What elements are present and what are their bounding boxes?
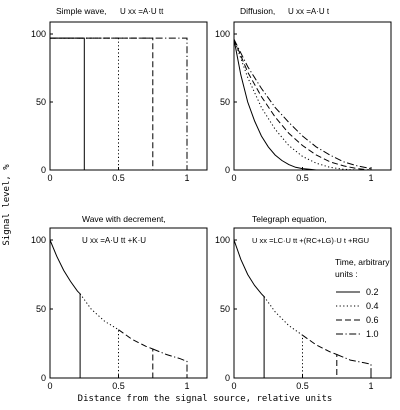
panel-4-frame: [233, 227, 392, 379]
y-tick-label: 50: [36, 97, 46, 107]
x-tick-label: 0.5: [296, 173, 309, 183]
panel-1-equation: U xx =A·U tt: [120, 7, 164, 16]
legend-label-0.4: 0.4: [366, 301, 379, 311]
y-tick-label: 0: [225, 373, 230, 383]
panel-3-title: Wave with decrement,: [82, 214, 166, 224]
panel-3-equation: U xx =A·U tt +K·U: [82, 236, 146, 245]
legend-label-1.0: 1.0: [366, 329, 379, 339]
series-line-0.2: [233, 39, 317, 171]
series-line-1.0: [233, 39, 372, 170]
x-tick-label: 1: [368, 173, 373, 183]
x-tick-label: 0.5: [112, 381, 125, 391]
legend-label-0.2: 0.2: [366, 287, 379, 297]
y-axis-label: Signal level, %: [2, 164, 12, 246]
series-line-0.2: [49, 239, 81, 378]
x-tick-label: 0: [47, 173, 52, 183]
series-line-0.4: [263, 296, 303, 378]
y-tick-label: 50: [220, 97, 230, 107]
legend: Time, arbitrary units : 0.2 0.4 0.6 1.0: [335, 257, 390, 339]
y-tick-label: 100: [31, 29, 46, 39]
panel-3: 0 50 100 0 0.5 1: [31, 227, 208, 391]
x-axis-label: Distance from the signal source, relativ…: [78, 394, 333, 404]
legend-title-line2: units :: [335, 269, 358, 279]
series-line-0.6: [50, 37, 154, 170]
x-tick-label: 1: [184, 381, 189, 391]
y-tick-label: 100: [215, 29, 230, 39]
series-line-0.6: [302, 334, 338, 378]
series-line-0.2: [50, 37, 85, 170]
x-tick-label: 0: [47, 381, 52, 391]
x-tick-label: 1: [184, 173, 189, 183]
x-tick-label: 0.5: [112, 173, 125, 183]
series-line-0.2: [233, 239, 265, 378]
panel-2-equation: U xx =A·U t: [288, 7, 330, 16]
panel-1-title: Simple wave,: [56, 6, 107, 16]
series-line-0.4: [233, 39, 358, 171]
legend-label-0.6: 0.6: [366, 315, 379, 325]
series-line-0.6: [233, 39, 372, 171]
y-tick-label: 0: [41, 373, 46, 383]
y-tick-label: 0: [225, 165, 230, 175]
panel-1: 0 50 100 0 0.5 1: [31, 21, 208, 183]
x-tick-label: 0: [231, 381, 236, 391]
legend-title-line1: Time, arbitrary: [335, 257, 390, 267]
x-tick-label: 0.5: [296, 381, 309, 391]
y-tick-label: 0: [41, 165, 46, 175]
y-tick-label: 100: [31, 235, 46, 245]
panel-4-title: Telegraph equation,: [252, 214, 327, 224]
y-tick-label: 100: [215, 235, 230, 245]
series-line-0.4: [79, 293, 119, 378]
panel-2-frame: [233, 21, 392, 171]
panel-1-frame: [49, 21, 208, 171]
series-line-1.0: [152, 348, 188, 378]
panel-4: 0 50 100 0 0.5 1: [215, 227, 392, 391]
series-line-0.6: [118, 329, 154, 378]
series-line-1.0: [336, 354, 372, 378]
x-tick-label: 0: [231, 173, 236, 183]
panel-2: 0 50 100 0 0.5 1: [215, 21, 392, 183]
panel-4-equation: U xx =LC·U tt +(RC+LG)·U t +RGU: [252, 236, 369, 245]
panel-3-frame: [49, 227, 208, 379]
panel-2-title: Diffusion,: [240, 6, 275, 16]
series-line-1.0: [50, 37, 188, 170]
y-tick-label: 50: [36, 304, 46, 314]
y-tick-label: 50: [220, 304, 230, 314]
x-tick-label: 1: [368, 381, 373, 391]
